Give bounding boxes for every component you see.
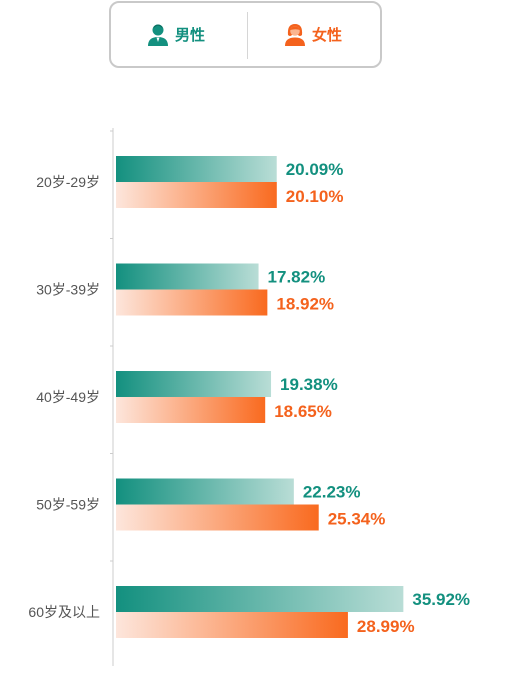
bar-male (116, 586, 404, 612)
bar-male (116, 478, 294, 505)
male-user-icon (147, 23, 169, 47)
data-label-male: 17.82% (268, 268, 326, 287)
legend-item-male[interactable]: 男性 (111, 3, 241, 66)
data-label-female: 25.34% (328, 510, 386, 529)
data-label-female: 20.10% (286, 187, 344, 206)
data-label-female: 18.65% (274, 402, 332, 421)
legend-label-female: 女性 (311, 27, 342, 44)
category-label: 50岁-59岁 (36, 497, 100, 513)
legend-item-female[interactable]: 女性 (248, 3, 378, 66)
data-label-male: 22.23% (303, 483, 361, 502)
female-user-icon (284, 23, 306, 47)
bar-female (116, 397, 266, 423)
bar-male (116, 156, 277, 182)
bar-female (116, 182, 277, 208)
legend-divider (247, 12, 248, 59)
bar-female (116, 289, 268, 316)
category-label: 20岁-29岁 (36, 174, 100, 190)
data-label-female: 28.99% (357, 617, 415, 636)
bar-female (116, 504, 319, 531)
legend-label-male: 男性 (174, 27, 205, 44)
data-label-female: 18.92% (276, 295, 334, 314)
bar-male (116, 371, 272, 397)
category-label: 40岁-49岁 (36, 389, 100, 405)
category-label: 30岁-39岁 (36, 282, 100, 298)
legend: 男性 女性 (109, 1, 382, 68)
bar-male (116, 263, 259, 290)
bar-female (116, 612, 348, 638)
data-label-male: 20.09% (286, 160, 344, 179)
data-label-male: 35.92% (412, 590, 470, 609)
data-label-male: 19.38% (280, 375, 338, 394)
category-label: 60岁及以上 (28, 604, 100, 620)
